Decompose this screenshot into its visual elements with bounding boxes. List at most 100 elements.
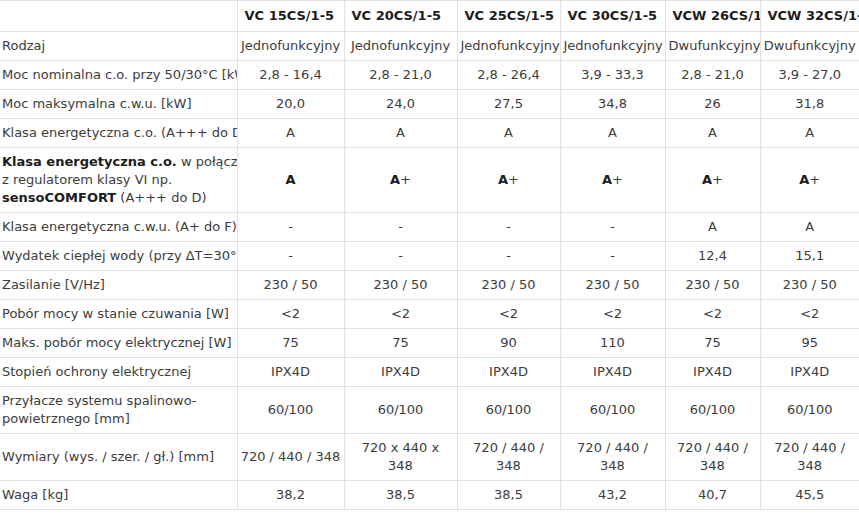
table-row: Wydatek ciepłej wody (przy ΔT=30°C)----1… (0, 242, 859, 271)
energy-grade-suffix: + (612, 172, 623, 187)
energy-grade-suffix: + (508, 172, 519, 187)
spec-value-cell: 110 (560, 329, 665, 358)
spec-value-cell: A+ (560, 148, 665, 213)
spec-value-cell: Dwufunkcyjny (760, 32, 859, 61)
row-label-text: Klasa energetyczna c.o. (A+++ do D) (2, 125, 237, 140)
spec-table: VC 15CS/1-5VC 20CS/1-5VC 25CS/1-5VC 30CS… (0, 0, 859, 510)
spec-value-cell: 60/100 (344, 387, 457, 434)
table-body: RodzajJednofunkcyjnyJednofunkcyjnyJednof… (0, 32, 859, 510)
spec-value-cell: A (344, 119, 457, 148)
spec-value-cell: - (560, 242, 665, 271)
spec-value-cell: <2 (560, 300, 665, 329)
row-label-text: Stopień ochrony elektrycznej (2, 364, 191, 379)
column-header: VC 30CS/1-5 (560, 1, 665, 32)
row-label: Moc nominalna c.o. przy 50/30°C [kW] (0, 61, 237, 90)
row-label: Klasa energetyczna c.o. w połączeniu z r… (0, 148, 237, 213)
row-label-text: Moc nominalna c.o. przy 50/30°C [kW] (2, 67, 237, 82)
row-label-bold-segment: sensoCOMFORT (2, 190, 116, 205)
spec-value-cell: 60/100 (665, 387, 760, 434)
spec-value-cell: A+ (457, 148, 560, 213)
table-row: Przyłacze systemu spalinowo-powietrznego… (0, 387, 859, 434)
spec-value-cell: 2,8 - 16,4 (237, 61, 344, 90)
spec-value-cell: 12,4 (665, 242, 760, 271)
table-row: Moc nominalna c.o. przy 50/30°C [kW]2,8 … (0, 61, 859, 90)
spec-value-cell: 40,7 (665, 481, 760, 510)
spec-value-cell: 15,1 (760, 242, 859, 271)
column-header: VCW 32CS/1-5 (760, 1, 859, 32)
row-label: Pobór mocy w stanie czuwania [W] (0, 300, 237, 329)
spec-value-cell: - (560, 213, 665, 242)
spec-value-cell: <2 (665, 300, 760, 329)
row-label-bold-segment: Klasa energetyczna c.o. (2, 154, 177, 169)
spec-value-cell: A (665, 213, 760, 242)
row-label-text: Zasilanie [V/Hz] (2, 277, 105, 292)
spec-value-cell: A+ (760, 148, 859, 213)
spec-value-cell: 38,5 (344, 481, 457, 510)
spec-value-cell: 230 / 50 (344, 271, 457, 300)
table-row: Pobór mocy w stanie czuwania [W]<2<2<2<2… (0, 300, 859, 329)
spec-value-cell: 2,8 - 26,4 (457, 61, 560, 90)
energy-grade: A (390, 172, 400, 187)
spec-value-cell: - (457, 242, 560, 271)
spec-value-cell: 95 (760, 329, 859, 358)
row-label: Rodzaj (0, 32, 237, 61)
spec-value-cell: - (344, 213, 457, 242)
spec-value-cell: 60/100 (760, 387, 859, 434)
row-label-text: Waga [kg] (2, 487, 68, 502)
row-label-segment: z regulatorem klasy VI np. (2, 172, 172, 187)
spec-value-cell: - (237, 242, 344, 271)
row-label: Moc maksymalna c.w.u. [kW] (0, 90, 237, 119)
spec-value-cell: 60/100 (237, 387, 344, 434)
table-row: Klasa energetyczna c.w.u. (A+ do F)----A… (0, 213, 859, 242)
spec-value-cell: 230 / 50 (665, 271, 760, 300)
spec-value-cell: 75 (344, 329, 457, 358)
column-header: VC 20CS/1-5 (344, 1, 457, 32)
spec-value-cell: 230 / 50 (457, 271, 560, 300)
table-row: Maks. pobór mocy elektrycznej [W]7575901… (0, 329, 859, 358)
spec-value-cell: Dwufunkcyjny (665, 32, 760, 61)
row-label-text: Wymiary (wys. / szer. / gł.) [mm] (2, 449, 214, 464)
spec-value-cell: 75 (665, 329, 760, 358)
table-row: Zasilanie [V/Hz]230 / 50230 / 50230 / 50… (0, 271, 859, 300)
row-label: Klasa energetyczna c.w.u. (A+ do F) (0, 213, 237, 242)
spec-value-cell: 720 / 440 / 348 (237, 434, 344, 481)
spec-value-cell: <2 (344, 300, 457, 329)
row-label: Klasa energetyczna c.o. (A+++ do D) (0, 119, 237, 148)
spec-value-cell: 230 / 50 (237, 271, 344, 300)
column-header: VCW 26CS/1-5 (665, 1, 760, 32)
row-label-text: Rodzaj (2, 38, 45, 53)
table-row: Moc maksymalna c.w.u. [kW]20,024,027,534… (0, 90, 859, 119)
row-label-text: Moc maksymalna c.w.u. [kW] (2, 96, 192, 111)
row-label: Wymiary (wys. / szer. / gł.) [mm] (0, 434, 237, 481)
energy-grade-suffix: + (809, 172, 820, 187)
energy-grade: A (498, 172, 508, 187)
spec-value-cell: 20,0 (237, 90, 344, 119)
spec-value-cell: 230 / 50 (760, 271, 859, 300)
spec-value-cell: A (665, 119, 760, 148)
row-label-segment: (A+++ do D) (116, 190, 206, 205)
spec-value-cell: 2,8 - 21,0 (344, 61, 457, 90)
spec-value-cell: 720 / 440 / 348 (665, 434, 760, 481)
table-row: Klasa energetyczna c.o. w połączeniu z r… (0, 148, 859, 213)
row-label: Stopień ochrony elektrycznej (0, 358, 237, 387)
spec-value-cell: 3,9 - 27,0 (760, 61, 859, 90)
spec-value-cell: 90 (457, 329, 560, 358)
spec-value-cell: 43,2 (560, 481, 665, 510)
spec-value-cell: 2,8 - 21,0 (665, 61, 760, 90)
spec-value-cell: 720 / 440 / 348 (760, 434, 859, 481)
spec-value-cell: 75 (237, 329, 344, 358)
spec-value-cell: A (760, 119, 859, 148)
spec-value-cell: 720 / 440 / 348 (560, 434, 665, 481)
spec-value-cell: A+ (344, 148, 457, 213)
table-row: Stopień ochrony elektrycznejIPX4DIPX4DIP… (0, 358, 859, 387)
column-header: VC 25CS/1-5 (457, 1, 560, 32)
table-row: Waga [kg]38,238,538,543,240,745,5 (0, 481, 859, 510)
row-label-text: Klasa energetyczna c.w.u. (A+ do F) (2, 219, 237, 234)
spec-value-cell: 38,5 (457, 481, 560, 510)
spec-value-cell: 34,8 (560, 90, 665, 119)
spec-value-cell: A+ (665, 148, 760, 213)
spec-value-cell: 60/100 (560, 387, 665, 434)
table-header: VC 15CS/1-5VC 20CS/1-5VC 25CS/1-5VC 30CS… (0, 1, 859, 32)
spec-value-cell: Jednofunkcyjny (237, 32, 344, 61)
spec-value-cell: 720 x 440 x 348 (344, 434, 457, 481)
